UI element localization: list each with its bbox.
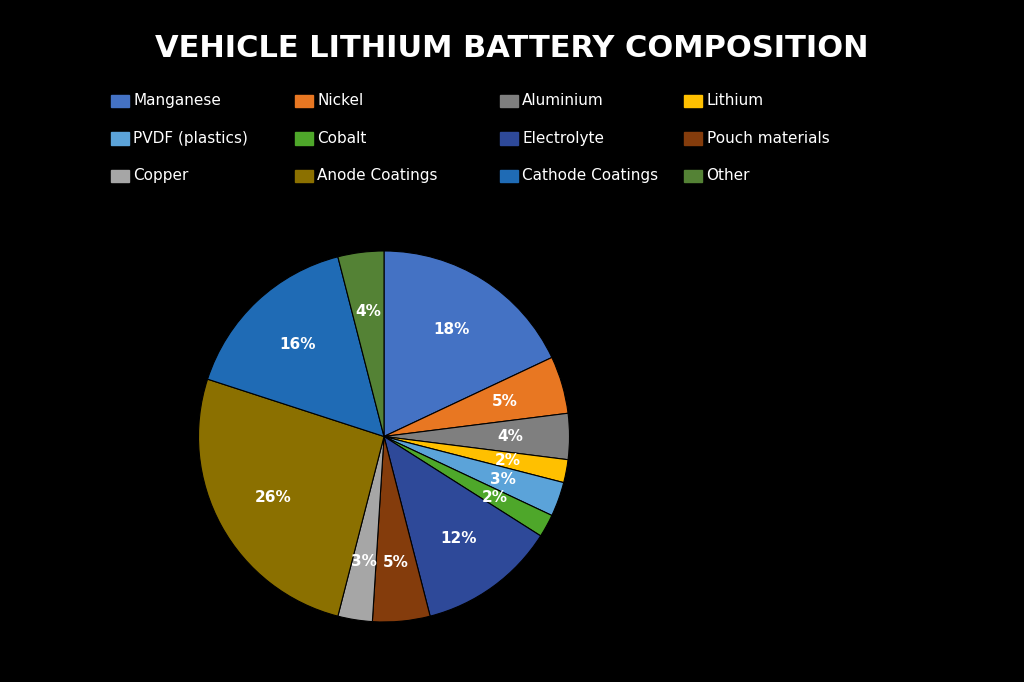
Text: Pouch materials: Pouch materials — [707, 131, 829, 146]
Wedge shape — [384, 436, 541, 616]
Text: 4%: 4% — [355, 304, 381, 318]
Wedge shape — [208, 257, 384, 436]
Text: 5%: 5% — [383, 554, 409, 569]
Text: Anode Coatings: Anode Coatings — [317, 168, 438, 183]
Text: 12%: 12% — [440, 531, 476, 546]
Text: PVDF (plastics): PVDF (plastics) — [133, 131, 248, 146]
Text: VEHICLE LITHIUM BATTERY COMPOSITION: VEHICLE LITHIUM BATTERY COMPOSITION — [156, 34, 868, 63]
Text: Electrolyte: Electrolyte — [522, 131, 604, 146]
Wedge shape — [384, 251, 552, 436]
Text: Cobalt: Cobalt — [317, 131, 367, 146]
Text: Aluminium: Aluminium — [522, 93, 604, 108]
Text: 4%: 4% — [498, 429, 523, 444]
Wedge shape — [373, 436, 430, 622]
Text: Lithium: Lithium — [707, 93, 764, 108]
Text: Cathode Coatings: Cathode Coatings — [522, 168, 658, 183]
Wedge shape — [384, 357, 568, 436]
Text: 2%: 2% — [481, 490, 508, 505]
Text: 26%: 26% — [255, 490, 292, 505]
Text: Nickel: Nickel — [317, 93, 364, 108]
Wedge shape — [384, 436, 568, 483]
Wedge shape — [199, 379, 384, 616]
Wedge shape — [338, 436, 384, 621]
Text: 5%: 5% — [493, 394, 518, 409]
Text: 18%: 18% — [433, 323, 470, 338]
Text: Copper: Copper — [133, 168, 188, 183]
Text: Manganese: Manganese — [133, 93, 221, 108]
Wedge shape — [384, 436, 563, 516]
Wedge shape — [338, 251, 384, 436]
Text: 2%: 2% — [495, 453, 521, 468]
Text: 16%: 16% — [280, 337, 315, 352]
Text: Other: Other — [707, 168, 750, 183]
Wedge shape — [384, 413, 569, 460]
Wedge shape — [384, 436, 552, 536]
Text: 3%: 3% — [489, 472, 516, 487]
Text: 3%: 3% — [351, 554, 377, 569]
